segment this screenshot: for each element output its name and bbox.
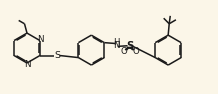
- Text: S: S: [126, 41, 133, 51]
- Text: S: S: [54, 51, 60, 60]
- Text: O: O: [120, 47, 127, 56]
- Text: O: O: [132, 47, 139, 56]
- Text: H: H: [114, 38, 120, 47]
- Text: N: N: [24, 60, 30, 69]
- Text: N: N: [114, 41, 120, 50]
- Text: N: N: [37, 35, 43, 44]
